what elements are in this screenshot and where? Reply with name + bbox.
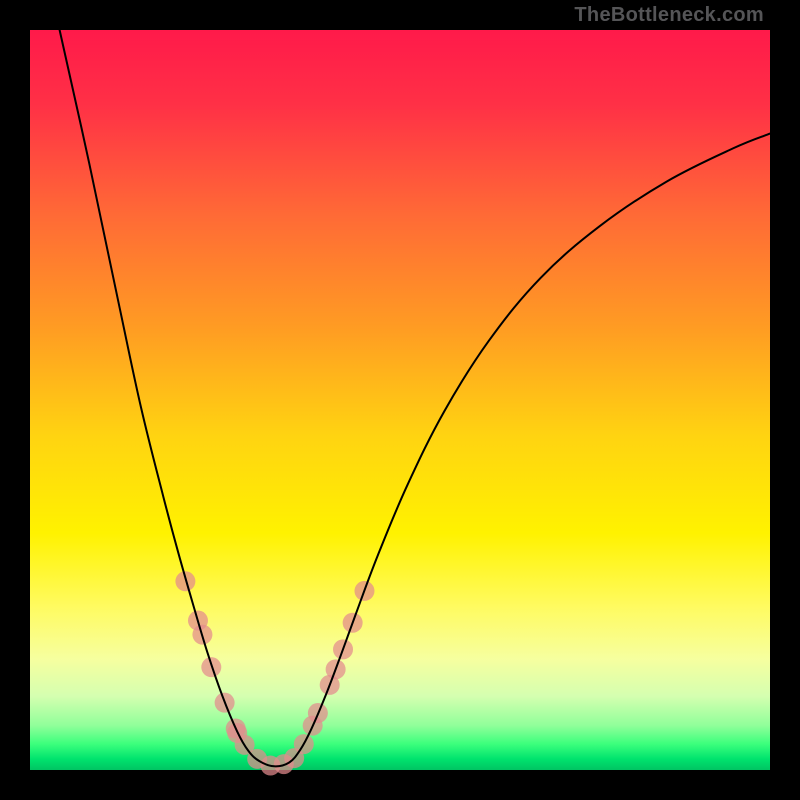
v-curve bbox=[60, 30, 770, 766]
scatter-markers bbox=[175, 571, 374, 775]
plot-area bbox=[30, 30, 770, 770]
watermark-text: TheBottleneck.com bbox=[574, 4, 764, 27]
chart-frame: TheBottleneck.com bbox=[0, 0, 800, 800]
chart-overlay bbox=[30, 30, 770, 770]
